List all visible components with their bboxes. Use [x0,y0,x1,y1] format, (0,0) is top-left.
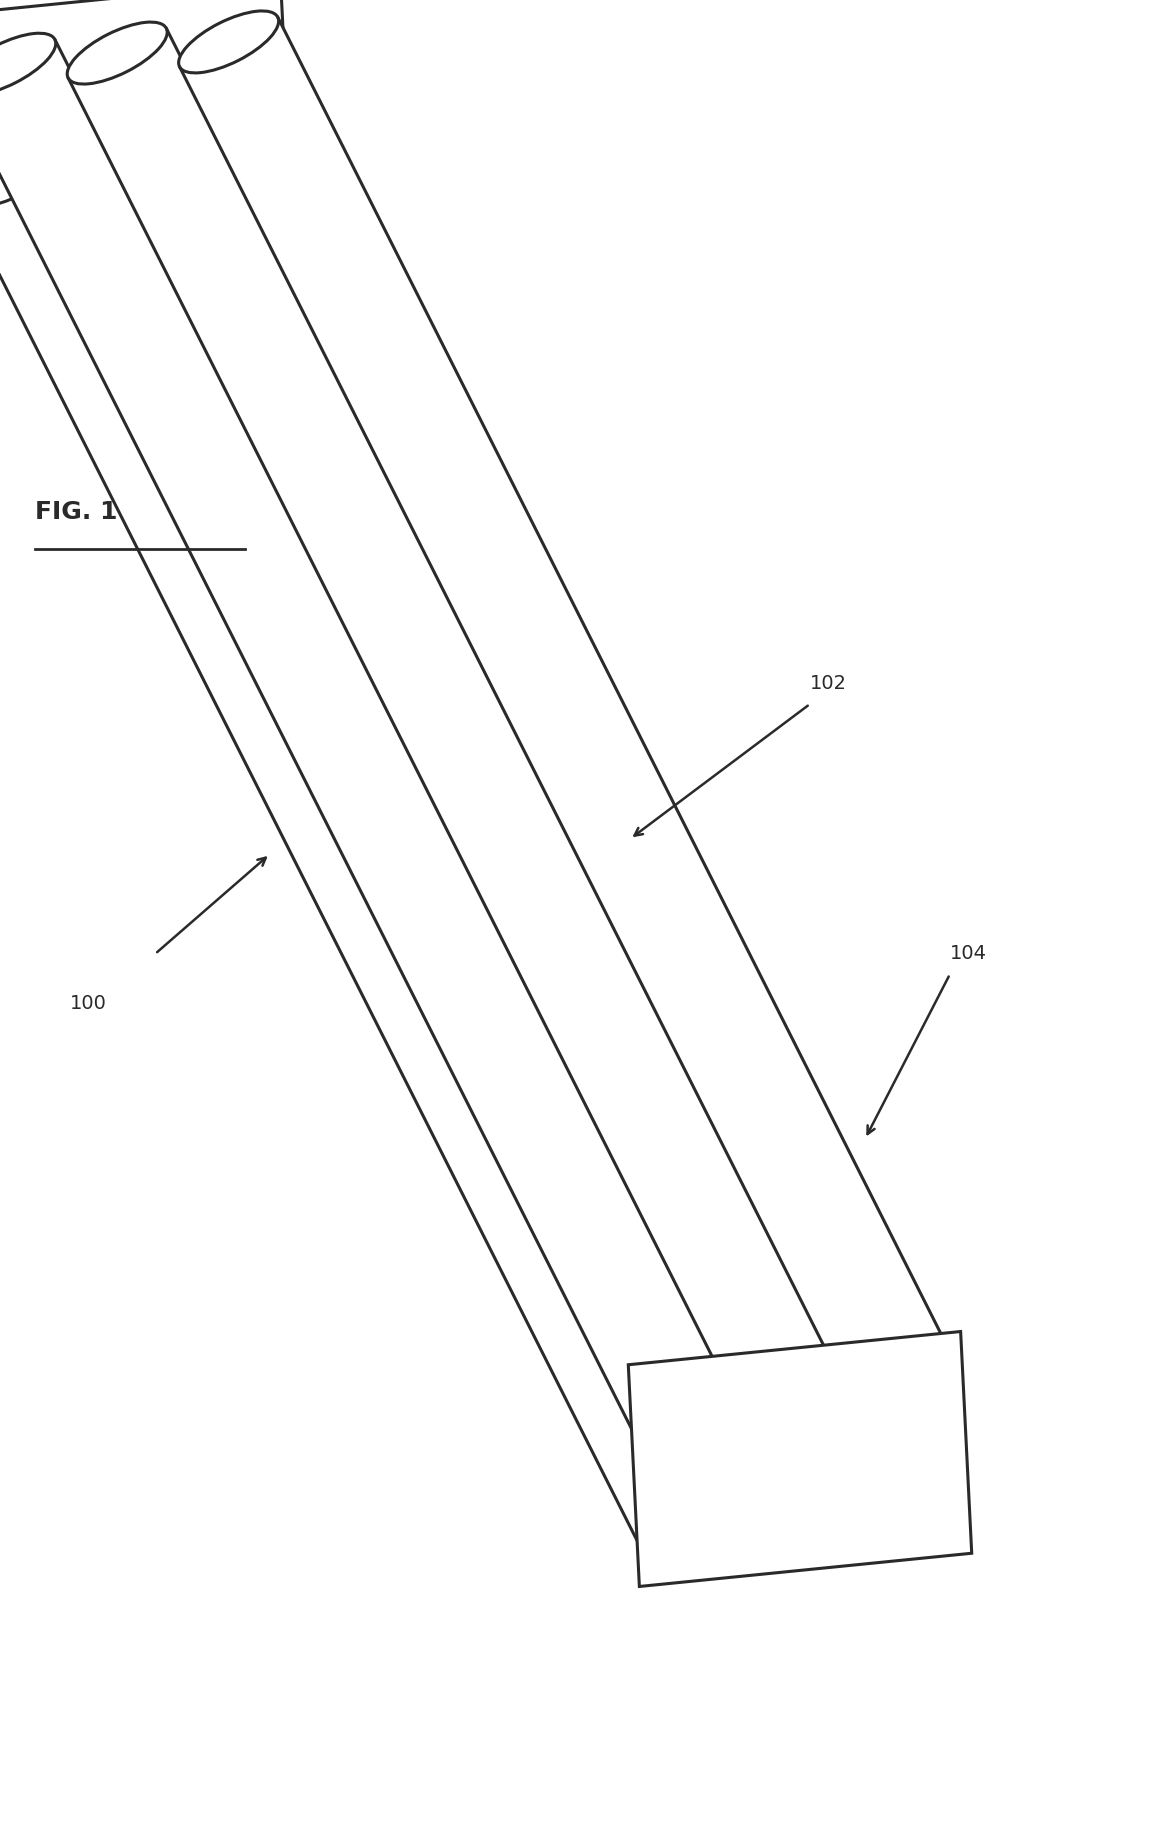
Ellipse shape [752,1484,853,1547]
Polygon shape [0,39,735,1438]
Ellipse shape [748,1372,847,1434]
Ellipse shape [67,22,168,85]
Ellipse shape [73,134,172,197]
Text: 100: 100 [70,995,107,1013]
Polygon shape [628,1331,972,1587]
Text: 102: 102 [810,675,847,693]
Text: FIG. 1: FIG. 1 [35,500,117,524]
Ellipse shape [859,1361,959,1423]
Ellipse shape [178,11,279,74]
Ellipse shape [635,1383,736,1445]
Polygon shape [68,28,846,1427]
Ellipse shape [184,123,285,184]
Polygon shape [185,129,963,1528]
Polygon shape [179,17,958,1416]
Ellipse shape [0,145,61,208]
Polygon shape [0,0,292,237]
Text: 104: 104 [950,943,987,964]
Polygon shape [0,151,741,1550]
Ellipse shape [864,1473,965,1536]
Polygon shape [74,140,852,1539]
Ellipse shape [641,1495,742,1558]
Ellipse shape [0,33,56,96]
